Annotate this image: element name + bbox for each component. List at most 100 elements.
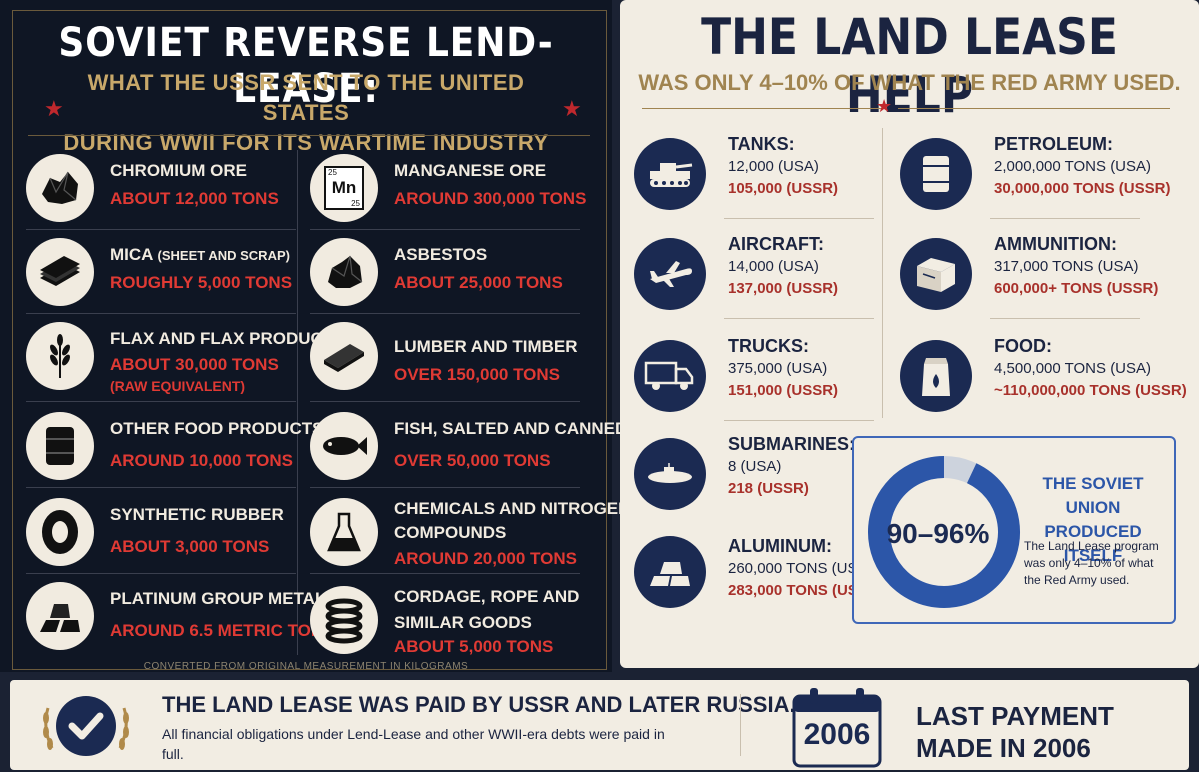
- sheets-icon: [26, 238, 94, 306]
- left-panel-subtitle: WHAT THE USSR SENT TO THE UNITED STATES …: [60, 68, 552, 158]
- item-amount: AROUND 6.5 METRIC TONS: [110, 621, 335, 640]
- item-name-text: MICA: [110, 245, 153, 264]
- donut-percentage: 90–96%: [886, 518, 990, 549]
- oil-barrel-icon: [900, 138, 972, 210]
- atomic-number: 25: [328, 168, 337, 177]
- usa-value: 260,000 TONS (USA): [728, 560, 873, 577]
- item-name: SYNTHETIC RUBBER: [110, 505, 284, 524]
- item-name: MANGANESE ORE: [394, 161, 547, 180]
- ussr-value: 218 (USSR): [728, 480, 809, 497]
- list-item: ASBESTOS ABOUT 25,000 TONS: [310, 230, 590, 314]
- star-icon: ★: [562, 96, 582, 121]
- divider: [26, 401, 296, 402]
- crate-icon: [900, 238, 972, 310]
- comparison-row: TRUCKS: 375,000 (USA) 151,000 (USSR): [634, 334, 894, 424]
- self-production-callout: 90–96% THE SOVIET UNION PRODUCED ITSELF …: [852, 436, 1176, 624]
- divider: [310, 487, 580, 488]
- item-name: OTHER FOOD PRODUCTS: [110, 419, 324, 438]
- callout-heading: THE SOVIET UNION PRODUCED ITSELF: [1022, 472, 1164, 568]
- footer-body: All financial obligations under Lend-Lea…: [162, 726, 665, 762]
- divider: [724, 318, 874, 319]
- element-icon: 25 Mn 25: [310, 154, 378, 222]
- subtitle-line-1: WHAT THE USSR SENT TO THE UNITED STATES: [87, 70, 525, 125]
- list-item: CORDAGE, ROPE AND SIMILAR GOODS ABOUT 5,…: [310, 578, 590, 658]
- item-amount: ABOUT 25,000 TONS: [394, 273, 563, 292]
- comparison-row: TANKS: 12,000 (USA) 105,000 (USSR): [634, 132, 894, 222]
- barrel-icon: [26, 412, 94, 480]
- element-symbol: Mn: [331, 178, 357, 197]
- list-item: LUMBER AND TIMBER OVER 150,000 TONS: [310, 314, 590, 402]
- item-amount: ABOUT 3,000 TONS: [110, 537, 270, 556]
- item-name: LUMBER AND TIMBER: [394, 337, 578, 356]
- truck-icon: [634, 340, 706, 412]
- item-name: TRUCKS:: [728, 336, 809, 356]
- tank-icon: [634, 138, 706, 210]
- submarine-icon: [634, 438, 706, 510]
- callout-heading-line-1: THE SOVIET UNION: [1042, 474, 1144, 517]
- wheat-icon: [26, 322, 94, 390]
- usa-value: 2,000,000 TONS (USA): [994, 158, 1152, 175]
- callout-heading-line-2: PRODUCED ITSELF: [1044, 522, 1142, 565]
- divider: [724, 420, 874, 421]
- donut-chart: [868, 456, 1020, 608]
- item-name: PLATINUM GROUP METALS: [110, 589, 337, 608]
- soviet-reverse-lend-lease-panel: SOVIET REVERSE LEND-LEASE: WHAT THE USSR…: [0, 0, 630, 672]
- timber-icon: [310, 322, 378, 390]
- usa-value: 14,000 (USA): [728, 258, 819, 275]
- divider: [26, 229, 296, 230]
- item-amount-note: (RAW EQUIVALENT): [110, 378, 246, 394]
- item-name: FISH, SALTED AND CANNED: [394, 419, 628, 438]
- ore-icon: [310, 238, 378, 306]
- item-name-line-2: SIMILAR GOODS: [394, 613, 532, 632]
- ussr-value: 151,000 (USSR): [728, 382, 839, 399]
- land-lease-help-panel: THE LAND LEASE HELP WAS ONLY 4–10% OF WH…: [620, 0, 1199, 668]
- item-amount: OVER 150,000 TONS: [394, 365, 560, 384]
- divider: [898, 108, 1170, 109]
- fish-icon: [310, 412, 378, 480]
- right-panel-title: THE LAND LEASE HELP: [701, 8, 1118, 124]
- usa-value: 317,000 TONS (USA): [994, 258, 1139, 275]
- item-name-suffix: (SHEET AND SCRAP): [157, 248, 290, 263]
- column-divider: [882, 128, 883, 418]
- list-item: SYNTHETIC RUBBER ABOUT 3,000 TONS: [26, 490, 306, 574]
- item-name: FOOD:: [994, 336, 1052, 356]
- list-item: FISH, SALTED AND CANNED OVER 50,000 TONS: [310, 404, 627, 488]
- footnote: CONVERTED FROM ORIGINAL MEASUREMENT IN K…: [143, 661, 469, 672]
- divider: [310, 401, 580, 402]
- item-name: CORDAGE, ROPE AND: [394, 587, 580, 606]
- item-name: ASBESTOS: [394, 245, 488, 264]
- comparison-row: SUBMARINES: 8 (USA) 218 (USSR): [634, 432, 894, 522]
- item-name: PETROLEUM:: [994, 134, 1113, 154]
- food-bag-icon: [900, 340, 972, 412]
- item-name: AIRCRAFT:: [728, 234, 824, 254]
- item-name: SUBMARINES:: [728, 434, 856, 454]
- usa-value: 375,000 (USA): [728, 360, 828, 377]
- item-name: AMMUNITION:: [994, 234, 1117, 254]
- rope-icon: [310, 586, 378, 654]
- divider: [990, 218, 1140, 219]
- item-name: ALUMINUM:: [728, 536, 832, 556]
- list-item: OTHER FOOD PRODUCTS AROUND 10,000 TONS: [26, 404, 323, 488]
- last-payment-line-1: LAST PAYMENT: [916, 701, 1114, 731]
- divider: [740, 694, 741, 756]
- payment-footer: THE LAND LEASE WAS PAID BY USSR AND LATE…: [10, 680, 1189, 770]
- divider: [724, 218, 874, 219]
- item-name: FLAX AND FLAX PRODUCTS: [110, 329, 345, 348]
- item-name: CHROMIUM ORE: [110, 161, 247, 180]
- item-name-line-2: COMPOUNDS: [394, 523, 507, 542]
- item-amount: AROUND 20,000 TONS: [394, 549, 577, 568]
- left-panel-title: SOVIET REVERSE LEND-LEASE:: [58, 20, 554, 112]
- divider: [26, 487, 296, 488]
- element-mass: 25: [351, 199, 360, 208]
- footer-heading: THE LAND LEASE WAS PAID BY USSR AND LATE…: [162, 692, 796, 717]
- donut-share-arc: [868, 456, 1020, 608]
- plane-icon: [634, 238, 706, 310]
- usa-value: 8 (USA): [728, 458, 782, 475]
- divider: [310, 229, 580, 230]
- last-payment-text: LAST PAYMENT MADE IN 2006: [916, 700, 1114, 764]
- divider: [642, 108, 884, 109]
- item-name: CHEMICALS AND NITROGEN: [394, 499, 631, 518]
- list-item: FLAX AND FLAX PRODUCTS ABOUT 30,000 TONS…: [26, 314, 345, 402]
- ussr-value: 283,000 TONS (USSR): [728, 582, 884, 599]
- comparison-row: AIRCRAFT: 14,000 (USA) 137,000 (USSR): [634, 232, 894, 322]
